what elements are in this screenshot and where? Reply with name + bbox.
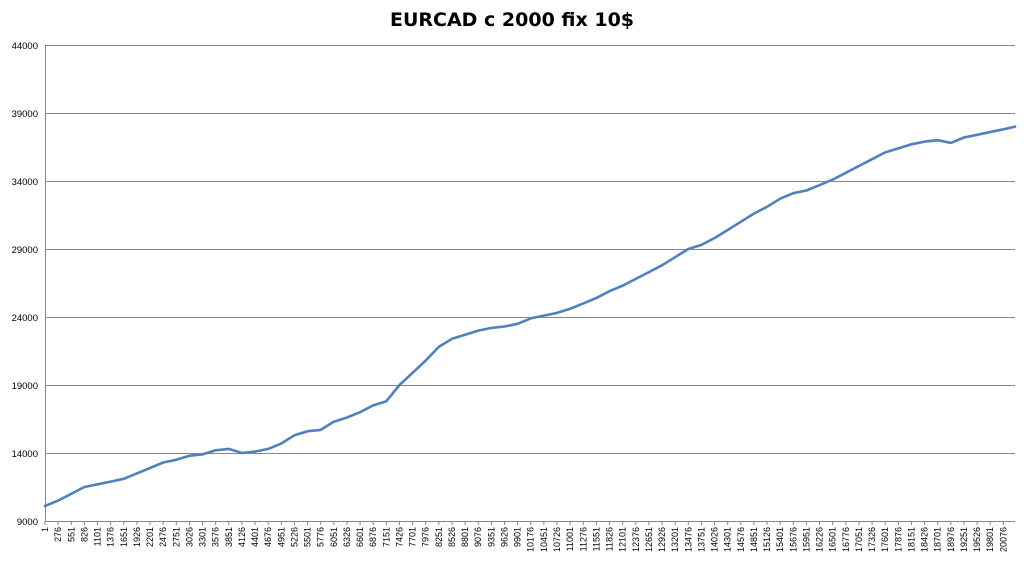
x-tick-label: 19801 [985, 527, 995, 552]
x-tick-label: 5501 [303, 527, 313, 547]
x-tick-label: 14851 [749, 527, 759, 552]
x-tick-label: 18701 [933, 527, 943, 552]
y-tick-label: 29000 [12, 245, 38, 256]
x-tick-label: 12926 [657, 527, 667, 552]
x-tick-label: 826 [79, 527, 89, 542]
x-tick-label: 9351 [486, 527, 496, 547]
x-tick-label: 13476 [683, 527, 693, 552]
plot-area [45, 45, 1015, 521]
y-tick-label: 24000 [12, 313, 38, 324]
x-tick-label: 16501 [828, 527, 838, 552]
x-tick-label: 4676 [263, 527, 273, 547]
x-tick-label: 7151 [381, 527, 391, 547]
x-tick-label: 3026 [184, 527, 194, 547]
x-tick-label: 18151 [906, 527, 916, 552]
x-tick-label: 17601 [880, 527, 890, 552]
x-tick-label: 8526 [447, 527, 457, 547]
x-tick-label: 15676 [788, 527, 798, 552]
x-tick-label: 1926 [132, 527, 142, 547]
y-tick-label: 39000 [12, 109, 38, 120]
x-tick-label: 8801 [460, 527, 470, 547]
x-tick-label: 16776 [841, 527, 851, 552]
x-tick-label: 11826 [605, 527, 615, 551]
x-tick-label: 16226 [815, 527, 825, 552]
y-tick-label: 9000 [17, 517, 38, 528]
x-tick-label: 3301 [198, 527, 208, 547]
x-tick-label: 3576 [211, 527, 221, 547]
x-tick-label: 17876 [893, 527, 903, 552]
x-tick-label: 6601 [355, 527, 365, 547]
series-line [43, 125, 1017, 508]
x-tick-label: 10176 [526, 527, 536, 552]
x-tick-label: 12651 [644, 527, 654, 552]
x-tick-label: 13201 [670, 527, 680, 552]
x-tick-label: 15951 [801, 527, 811, 552]
x-tick-label: 11001 [565, 527, 575, 551]
y-tick-label: 34000 [12, 177, 38, 188]
x-tick-label: 5776 [316, 527, 326, 547]
x-tick-label: 17051 [854, 527, 864, 552]
x-tick-label: 20076 [998, 527, 1008, 552]
y-tick-label: 19000 [12, 381, 38, 392]
x-tick-label: 1 [40, 527, 50, 532]
x-tick-label: 10451 [539, 527, 549, 552]
y-tick-label: 14000 [12, 449, 38, 460]
x-tick-label: 10726 [552, 527, 562, 552]
x-tick-label: 1376 [106, 527, 116, 547]
x-tick-label: 14026 [710, 527, 720, 552]
x-tick-label: 5226 [289, 527, 299, 547]
x-tick-label: 6051 [329, 527, 339, 547]
x-tick-label: 7426 [394, 527, 404, 547]
x-tick-label: 8251 [434, 527, 444, 547]
x-tick-label: 2201 [145, 527, 155, 547]
x-tick-label: 2476 [158, 527, 168, 547]
x-tick-label: 4401 [250, 527, 260, 547]
y-tick-label: 44000 [12, 41, 38, 52]
x-tick-label: 4951 [276, 527, 286, 547]
x-tick-label: 18976 [946, 527, 956, 552]
x-tick-label: 14301 [723, 527, 733, 552]
x-tick-label: 9626 [499, 527, 509, 547]
x-tick-label: 7701 [408, 527, 418, 547]
x-tick-label: 19526 [972, 527, 982, 552]
x-tick-label: 19251 [959, 527, 969, 552]
x-tick-label: 9901 [513, 527, 523, 547]
x-tick-label: 2751 [171, 527, 181, 547]
x-tick-label: 6876 [368, 527, 378, 547]
x-tick-label: 13751 [696, 527, 706, 552]
x-tick-label: 1651 [119, 527, 129, 547]
x-tick-label: 15126 [762, 527, 772, 552]
chart-title: EURCAD c 2000 fix 10$ [389, 9, 635, 31]
x-tick-label: 3851 [224, 527, 234, 547]
x-tick-label: 12101 [618, 527, 628, 552]
x-tick-label: 18426 [920, 527, 930, 552]
x-tick-label: 7976 [421, 527, 431, 547]
x-tick-label: 15401 [775, 527, 785, 552]
x-tick-label: 6326 [342, 527, 352, 547]
x-tick-label: 11551 [591, 527, 601, 551]
x-tick-label: 11276 [578, 527, 588, 551]
x-tick-label: 17326 [867, 527, 877, 552]
x-tick-label: 12376 [631, 527, 641, 552]
x-tick-label: 14576 [736, 527, 746, 552]
x-tick-label: 551 [66, 527, 76, 542]
x-tick-label: 4126 [237, 527, 247, 547]
x-tick-label: 276 [53, 527, 63, 542]
x-tick-label: 9076 [473, 527, 483, 547]
x-tick-label: 1101 [93, 527, 103, 546]
